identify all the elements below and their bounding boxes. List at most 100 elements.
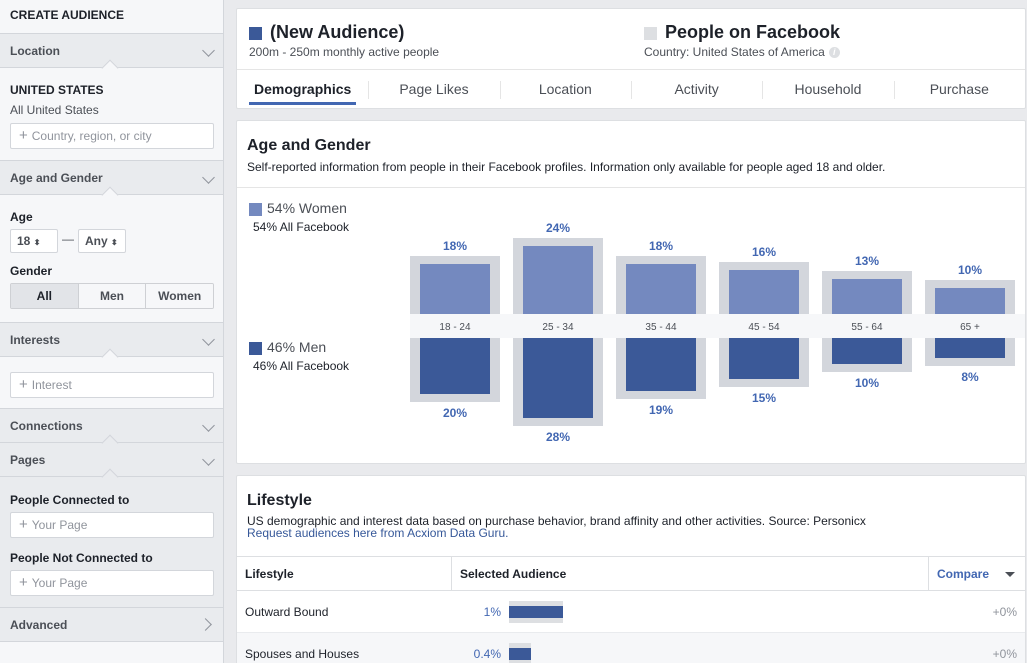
men-bar: [420, 338, 490, 394]
col-lifestyle[interactable]: Lifestyle: [245, 567, 294, 581]
women-bar-label: 10%: [958, 263, 982, 277]
age-separator: —: [62, 232, 74, 246]
chevron-right-icon: [199, 618, 212, 631]
age-tick-label: 45 - 54: [748, 322, 780, 333]
men-bar: [729, 338, 799, 379]
sidebar-title: CREATE AUDIENCE: [0, 0, 223, 34]
gender-men-button[interactable]: Men: [77, 284, 146, 308]
women-bar-label: 24%: [546, 221, 570, 235]
connections-section-header[interactable]: Connections: [0, 409, 223, 452]
age-gender-title: Age and Gender: [247, 137, 371, 154]
lifestyle-name: Spouses and Houses: [245, 647, 360, 661]
column-divider: [451, 557, 452, 590]
info-icon[interactable]: i: [828, 47, 840, 58]
tab-location[interactable]: Location: [499, 70, 631, 109]
interest-placeholder: Interest: [31, 378, 72, 392]
lifestyle-compare: +0%: [992, 647, 1017, 661]
gender-all-button[interactable]: All: [11, 284, 78, 308]
women-bar-label: 18%: [649, 239, 673, 253]
tab-household[interactable]: Household: [762, 70, 893, 109]
age-min-select[interactable]: 18 ⬍: [10, 229, 58, 253]
chevron-down-icon: [202, 419, 215, 432]
women-bar: [832, 279, 902, 314]
interest-input[interactable]: + Interest: [10, 372, 214, 398]
acxiom-link[interactable]: Request audiences here from Acxiom Data …: [247, 526, 509, 540]
men-bar: [523, 338, 593, 418]
tab-purchase[interactable]: Purchase: [893, 70, 1025, 109]
interests-header-label: Interests: [10, 333, 61, 347]
chevron-down-icon: [202, 453, 215, 466]
tab-page-likes[interactable]: Page Likes: [368, 70, 499, 109]
location-input[interactable]: + Country, region, or city: [10, 123, 214, 149]
axis-band: [410, 314, 1025, 338]
lifestyle-bar: [509, 648, 531, 660]
age-gender-chart: 18% 20% 18 - 24 24% 28% 25 - 34 18% 19% 35 - 44 1…: [410, 221, 1025, 444]
connections-header-label: Connections: [10, 419, 83, 433]
women-bar-label: 13%: [855, 254, 879, 268]
lifestyle-pct: 1%: [483, 605, 501, 619]
plus-icon: +: [19, 376, 28, 393]
caret-down-icon[interactable]: [1005, 572, 1015, 577]
pages-body: People Connected to + Your Page People No…: [0, 477, 223, 608]
men-bar: [832, 338, 902, 364]
age-gender-header-label: Age and Gender: [10, 171, 103, 185]
age-tick-label: 35 - 44: [645, 322, 677, 333]
not-connected-page-input[interactable]: + Your Page: [10, 570, 214, 596]
not-connected-page-placeholder: Your Page: [31, 576, 88, 590]
age-gender-section-header[interactable]: Age and Gender: [0, 161, 223, 204]
interests-section-header[interactable]: Interests: [0, 323, 223, 366]
col-selected-audience[interactable]: Selected Audience: [460, 567, 567, 581]
tab-demographics[interactable]: Demographics: [237, 70, 368, 109]
connected-page-placeholder: Your Page: [31, 518, 88, 532]
lifestyle-description: US demographic and interest data based o…: [247, 514, 866, 528]
table-row[interactable]: Spouses and Houses 0.4% +0%: [237, 633, 1025, 663]
lifestyle-bar: [509, 606, 563, 618]
age-tick-label: 55 - 64: [851, 322, 883, 333]
tab-bar: Demographics Page Likes Location Activit…: [237, 69, 1025, 109]
men-bar-label: 8%: [961, 370, 979, 384]
chevron-down-icon: [202, 171, 215, 184]
facebook-country: Country: United States of America i: [644, 45, 840, 59]
men-legend-label: 46% Men: [267, 339, 327, 355]
location-country: UNITED STATES: [10, 83, 104, 97]
women-bar: [420, 264, 490, 314]
location-section-header[interactable]: Location: [0, 34, 223, 77]
tab-activity[interactable]: Activity: [630, 70, 762, 109]
men-bar-label: 28%: [546, 430, 570, 444]
location-scope: All United States: [10, 103, 99, 117]
gender-segmented-control: All Men Women: [10, 283, 214, 309]
connected-page-input[interactable]: + Your Page: [10, 512, 214, 538]
column-divider: [928, 557, 929, 590]
men-bar: [626, 338, 696, 391]
lifestyle-compare: +0%: [992, 605, 1017, 619]
sort-icon: ⬍: [111, 238, 118, 247]
gender-women-button[interactable]: Women: [145, 284, 213, 308]
women-legend-sub: 54% All Facebook: [253, 220, 350, 234]
women-bar-label: 18%: [443, 239, 467, 253]
women-swatch: [249, 203, 262, 216]
location-header-label: Location: [10, 44, 60, 58]
not-connected-to-label: People Not Connected to: [10, 551, 153, 565]
age-max-select[interactable]: Any ⬍: [78, 229, 126, 253]
pages-header-label: Pages: [10, 453, 46, 467]
age-gender-card: Age and Gender Self-reported information…: [236, 120, 1026, 464]
table-row[interactable]: Outward Bound 1% +0%: [237, 591, 1025, 633]
connected-to-label: People Connected to: [10, 493, 130, 507]
plus-icon: +: [19, 127, 28, 144]
women-bar: [523, 246, 593, 314]
men-legend-sub: 46% All Facebook: [253, 359, 350, 373]
age-tick-label: 65 +: [960, 322, 980, 333]
lifestyle-pct: 0.4%: [473, 647, 501, 661]
lifestyle-card: Lifestyle US demographic and interest da…: [236, 475, 1026, 663]
lifestyle-table: Lifestyle Selected Audience Compare Outw…: [237, 556, 1025, 663]
age-tick-label: 25 - 34: [542, 322, 574, 333]
facebook-title: People on Facebook: [665, 22, 841, 42]
lifestyle-title: Lifestyle: [247, 492, 312, 509]
compare-dropdown[interactable]: Compare: [937, 567, 990, 581]
advanced-header-label: Advanced: [10, 618, 68, 632]
location-placeholder: Country, region, or city: [31, 129, 152, 143]
advanced-section-header[interactable]: Advanced: [0, 608, 223, 642]
men-bar-label: 15%: [752, 391, 776, 405]
facebook-swatch: [644, 27, 657, 40]
age-tick-label: 18 - 24: [439, 322, 471, 333]
